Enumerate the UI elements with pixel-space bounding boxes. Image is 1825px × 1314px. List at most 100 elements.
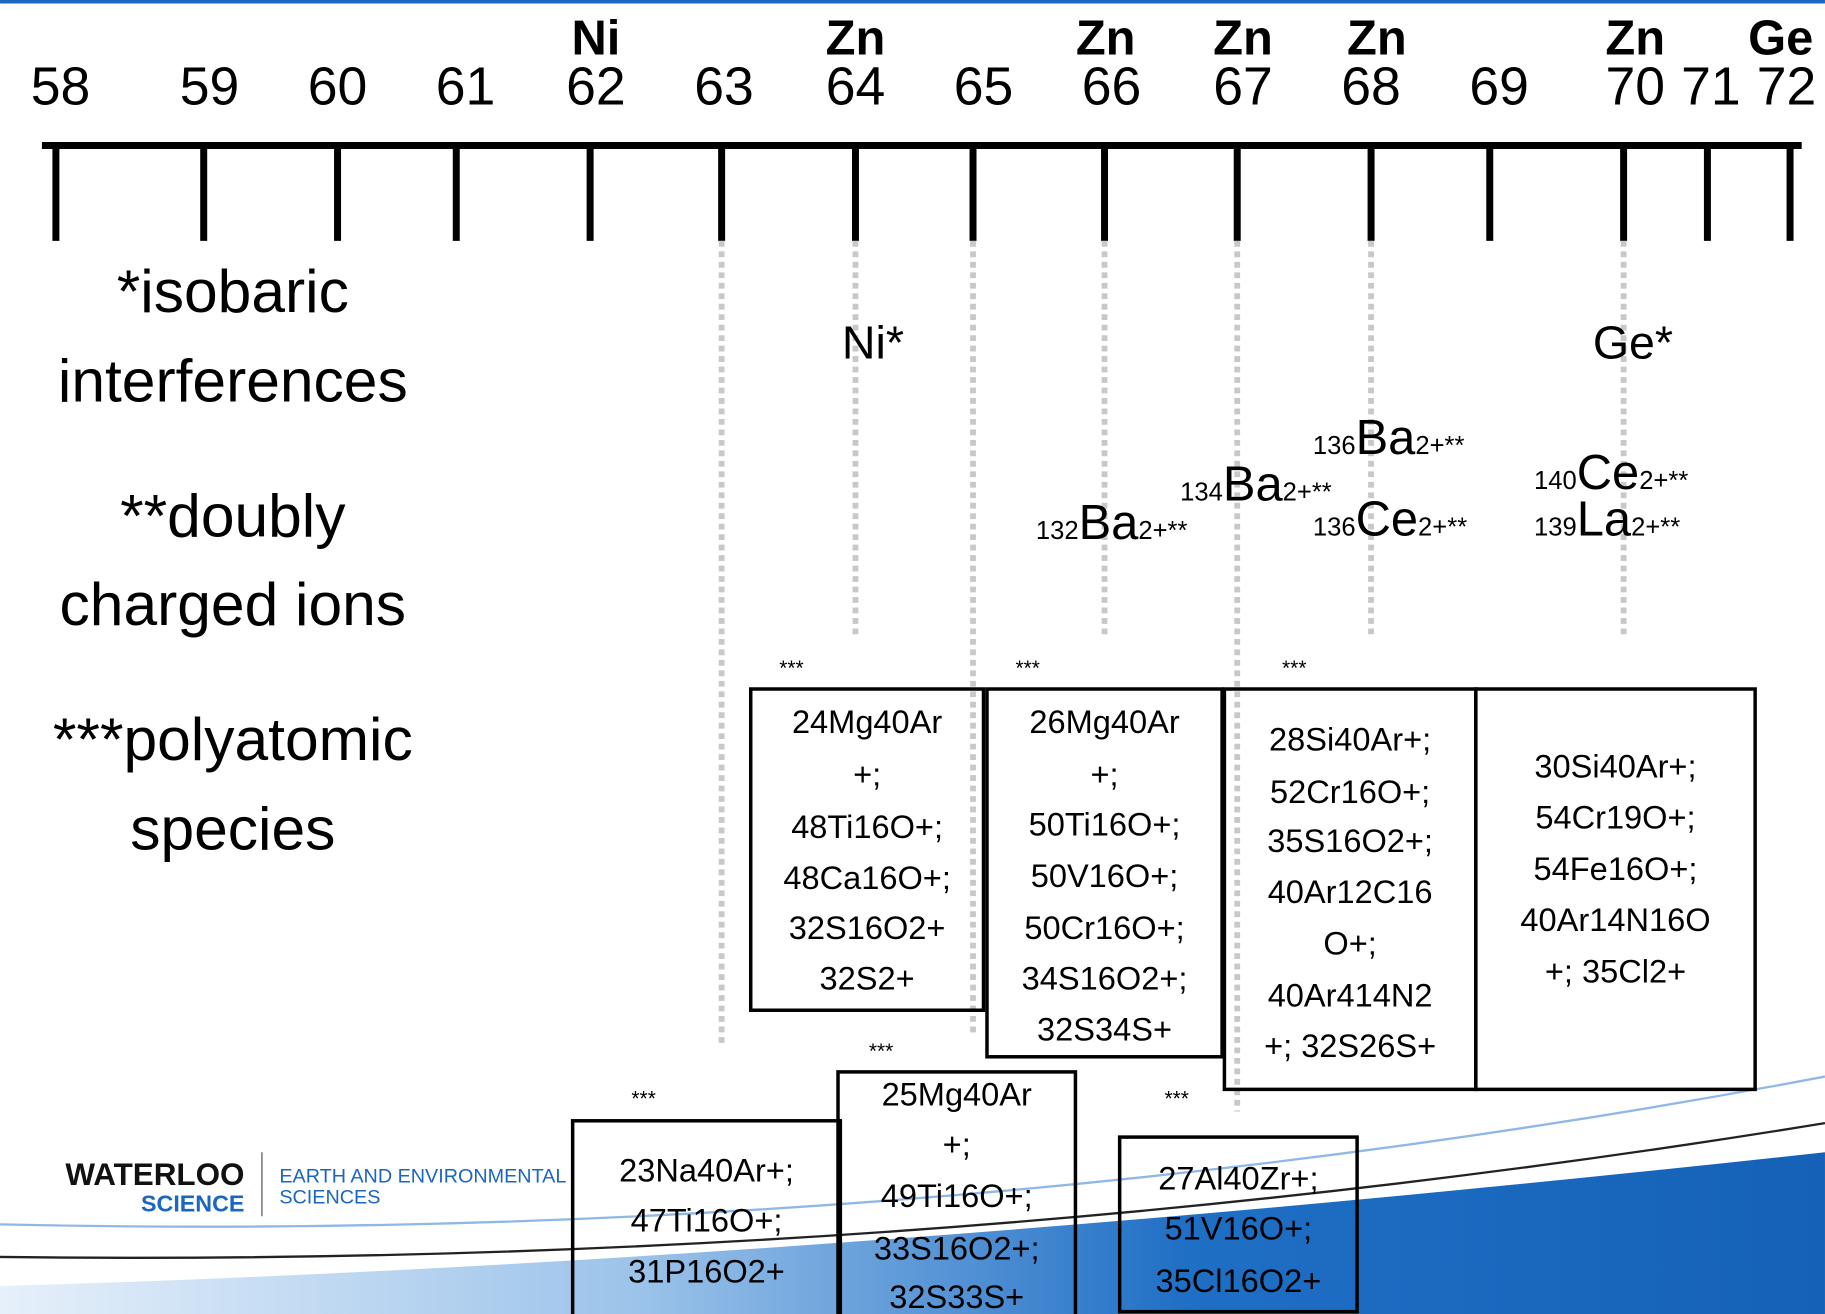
doubly-charged-ion: 136Ba2+** — [1313, 411, 1465, 465]
isobaric-label: Ni* — [842, 316, 904, 368]
footer-band — [0, 1152, 1825, 1314]
mass-label: 58 — [31, 58, 91, 117]
element-symbol: Ba — [1079, 496, 1140, 550]
doubly-charged-ion: 134Ba2+** — [1180, 457, 1332, 511]
box-line: 48Ca16O+; — [783, 860, 951, 896]
polyatomic-box — [836, 1070, 1078, 1314]
element-label: Zn — [1347, 12, 1407, 66]
mass-label: 69 — [1469, 58, 1529, 117]
box-line: 50Cr16O+; — [1024, 910, 1184, 946]
charge: 2+** — [1639, 467, 1688, 495]
isotope-mass: 136 — [1313, 513, 1356, 541]
doubly-charged-ion: 132Ba2+** — [1036, 496, 1188, 550]
polyatomic-box — [985, 687, 1224, 1059]
box-line: 24Mg40Ar — [792, 704, 942, 740]
box-line: 49Ti16O+; — [881, 1178, 1033, 1214]
box-line: 54Fe16O+; — [1534, 851, 1698, 887]
element-label: Zn — [826, 12, 886, 66]
mass-label: 64 — [826, 58, 886, 117]
mass-label: 72 — [1757, 58, 1817, 117]
box-line: 31P16O2+ — [628, 1254, 785, 1290]
element-label: Zn — [1076, 12, 1136, 66]
box-line: 32S34S+ — [1037, 1011, 1172, 1047]
polyatomic-box — [748, 687, 986, 1012]
box-line: 50Ti16O+; — [1029, 807, 1181, 843]
legend-text: charged ions — [60, 570, 407, 638]
box-line: 23Na40Ar+; — [619, 1152, 794, 1188]
box-marker: *** — [631, 1088, 655, 1111]
box-line: 50V16O+; — [1031, 858, 1179, 894]
mass-label: 65 — [954, 58, 1014, 117]
legend-text: interferences — [58, 347, 408, 415]
element-label: Ge — [1748, 12, 1813, 66]
mass-label: 62 — [566, 58, 626, 117]
box-line: 28Si40Ar+; — [1269, 722, 1431, 758]
mass-label: 66 — [1082, 58, 1142, 117]
polyatomic-box — [1117, 1135, 1359, 1314]
polyatomic-box — [570, 1119, 843, 1314]
doubly-charged-ion: 136Ce2+** — [1313, 492, 1467, 546]
box-marker: *** — [1015, 657, 1039, 680]
box-line: 25Mg40Ar — [882, 1077, 1032, 1113]
element-label: Zn — [1213, 12, 1273, 66]
mass-label: 61 — [436, 58, 496, 117]
footer-curve — [0, 1121, 1825, 1259]
top-rule — [0, 0, 1825, 4]
isotope-mass: 132 — [1036, 517, 1079, 545]
logo-text: SCIENCE — [141, 1191, 244, 1217]
element-symbol: Ba — [1356, 411, 1417, 465]
element-symbol: Ba — [1223, 457, 1284, 511]
element-symbol: La — [1577, 492, 1632, 546]
box-line: 54Cr19O+; — [1535, 800, 1695, 836]
box-line: +; 32S26S+ — [1264, 1028, 1436, 1064]
isotope-mass: 136 — [1313, 432, 1356, 460]
charge: 2+** — [1138, 517, 1187, 545]
box-line: 40Ar414N2 — [1268, 978, 1433, 1014]
legend-text: ***polyatomic — [53, 705, 413, 773]
department-text: SCIENCES — [279, 1186, 380, 1208]
mass-label: 71 — [1681, 58, 1741, 117]
charge: 2+** — [1631, 513, 1680, 541]
box-line: 26Mg40Ar — [1029, 704, 1179, 740]
isotope-mass: 139 — [1534, 513, 1577, 541]
box-line: +; — [1090, 757, 1118, 793]
box-line: 34S16O2+; — [1022, 960, 1188, 996]
mass-label: 70 — [1605, 58, 1665, 117]
box-line: 51V16O+; — [1165, 1211, 1313, 1247]
element-symbol: Ce — [1577, 446, 1639, 500]
footer-curve — [0, 1075, 1825, 1228]
element-symbol: Ce — [1356, 492, 1418, 546]
box-line: +; 35Cl2+ — [1545, 953, 1686, 989]
legend-text: *isobaric — [117, 257, 349, 325]
box-line: 32S33S+ — [889, 1279, 1024, 1314]
box-line: +; — [853, 757, 881, 793]
mass-label: 63 — [694, 58, 754, 117]
mass-label: 68 — [1341, 58, 1401, 117]
box-line: 35S16O2+; — [1267, 823, 1433, 859]
box-line: 27Al40Zr+; — [1158, 1160, 1318, 1196]
department-text: EARTH AND ENVIRONMENTAL — [279, 1165, 566, 1187]
box-line: 40Ar14N16O — [1520, 902, 1710, 938]
box-line: 32S2+ — [820, 960, 915, 996]
mass-label: 60 — [308, 58, 368, 117]
isotope-mass: 140 — [1534, 467, 1577, 495]
box-marker: *** — [1282, 657, 1306, 680]
legend-text: species — [130, 795, 335, 863]
box-line: O+; — [1323, 925, 1376, 961]
box-line: +; — [943, 1127, 971, 1163]
box-line: 35Cl16O2+ — [1156, 1263, 1322, 1299]
box-line: 32S16O2+ — [789, 910, 946, 946]
box-marker: *** — [1164, 1088, 1188, 1111]
doubly-charged-ion: 139La2+** — [1534, 492, 1680, 546]
doubly-charged-ion: 140Ce2+** — [1534, 446, 1688, 500]
isobaric-label: Ge* — [1593, 316, 1673, 368]
logo-text: WATERLOO — [65, 1157, 244, 1192]
element-label: Ni — [571, 12, 620, 66]
mass-label: 59 — [180, 58, 240, 117]
box-marker: *** — [869, 1040, 893, 1063]
charge: 2+** — [1415, 432, 1464, 460]
box-line: 47Ti16O+; — [631, 1202, 783, 1238]
element-label: Zn — [1605, 12, 1665, 66]
